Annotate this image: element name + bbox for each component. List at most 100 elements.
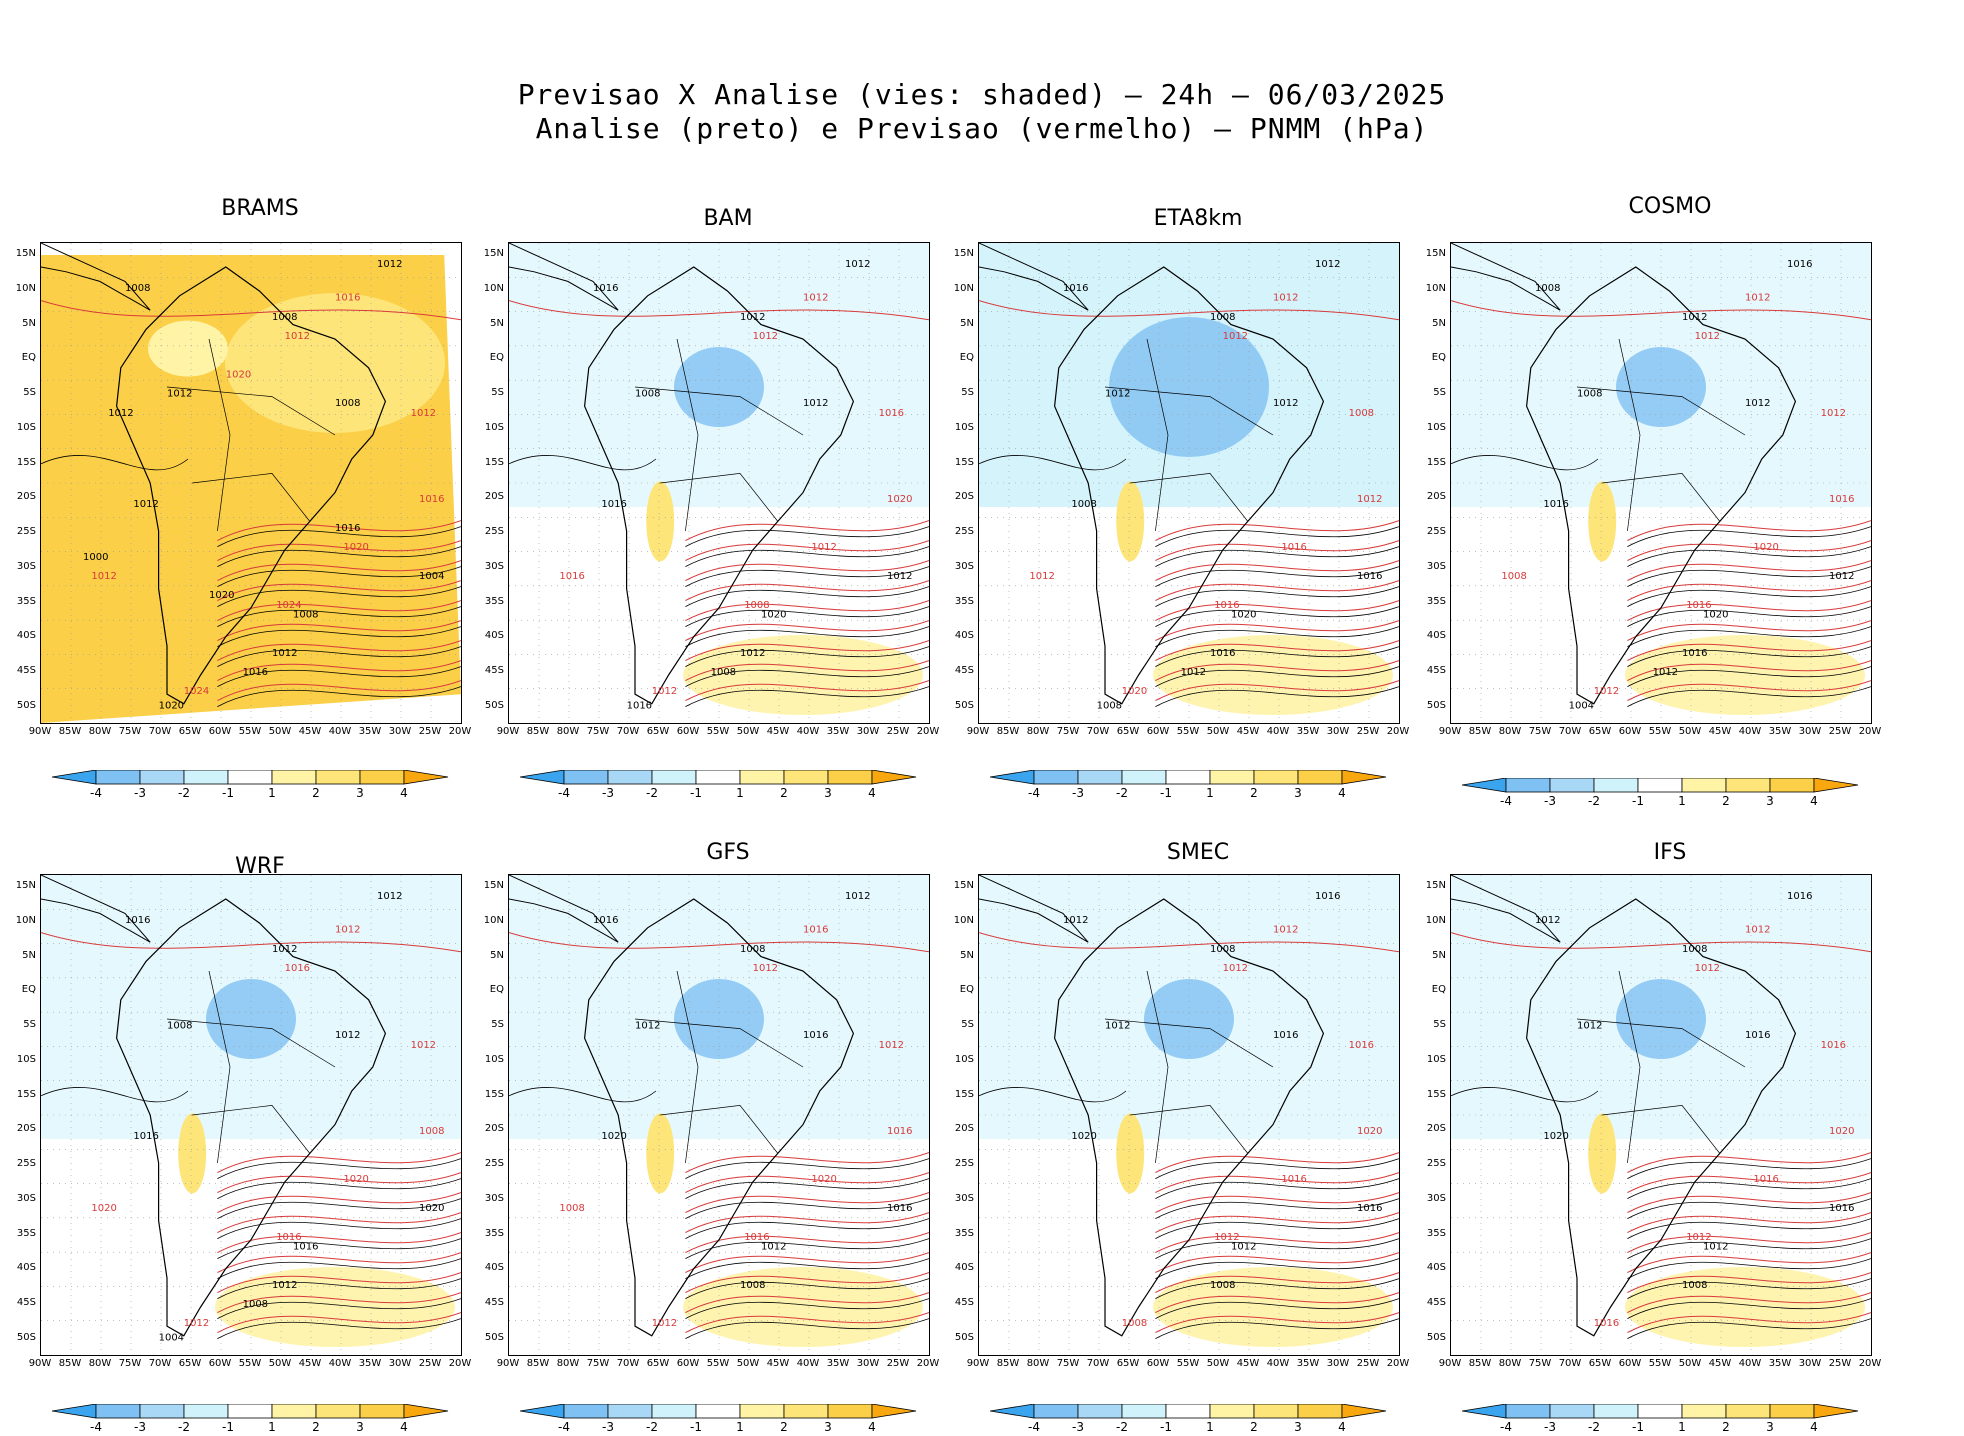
forecast-contour-label: 1016 xyxy=(803,925,828,936)
colorbar-segment xyxy=(1549,778,1595,793)
analysis-isobar xyxy=(1451,1087,1599,1103)
lat-tick-label: 5S xyxy=(491,1019,504,1031)
bias-shading xyxy=(646,1113,675,1194)
lat-tick-label: 15S xyxy=(954,1088,974,1100)
lat-tick-label: 35S xyxy=(16,1227,36,1239)
forecast-contour-label: 1020 xyxy=(343,1174,368,1185)
lat-tick-label: 40S xyxy=(484,1262,504,1274)
central-america-coastline xyxy=(509,243,619,311)
analysis-isobar xyxy=(217,1298,461,1319)
analysis-contour-label: 1016 xyxy=(335,523,360,534)
lat-tick-label: EQ xyxy=(1431,984,1446,996)
analysis-isobar xyxy=(1627,546,1871,567)
colorbar-segment xyxy=(403,770,449,785)
analysis-contour-label: 1016 xyxy=(133,1131,158,1142)
analysis-contour-label: 1020 xyxy=(1543,1131,1568,1142)
colorbar xyxy=(990,1404,1387,1419)
colorbar-segment xyxy=(227,770,273,785)
forecast-isobar xyxy=(1627,1252,1871,1274)
analysis-contour-label: 1012 xyxy=(377,891,402,902)
forecast-contour-label: 1012 xyxy=(652,686,677,697)
forecast-isobar xyxy=(685,1292,929,1314)
analysis-isobar xyxy=(1627,1298,1871,1319)
colorbar-label: 3 xyxy=(356,1420,364,1434)
forecast-isobar xyxy=(1155,680,1399,702)
lon-tick-label: 65W xyxy=(178,1358,202,1369)
lon-tick-label: 65W xyxy=(1588,726,1612,737)
map-gfs: 1012 1016 1008 1012 1016 1020 1016 1012 1008 1016… xyxy=(508,874,930,1356)
lat-tick-label: 15N xyxy=(953,248,974,259)
forecast-isobar xyxy=(1155,1252,1399,1274)
lat-tick-label: 25S xyxy=(1426,1158,1446,1170)
forecast-isobar xyxy=(217,680,461,702)
lon-tick-label: 75W xyxy=(1528,726,1552,737)
lon-tick-label: 55W xyxy=(706,1358,730,1369)
analysis-contour-label: 1012 xyxy=(635,1021,660,1032)
forecast-contour-label: 1020 xyxy=(887,494,912,505)
analysis-contour-label: 1020 xyxy=(419,1203,444,1214)
forecast-isobar xyxy=(217,1252,461,1274)
forecast-isobar xyxy=(1627,660,1871,682)
colorbar-segment xyxy=(1297,1404,1343,1419)
forecast-contour-label: 1024 xyxy=(276,600,301,611)
colorbar-label: 3 xyxy=(824,786,832,800)
lat-tick-label: 40S xyxy=(954,1262,974,1274)
colorbar-label: -1 xyxy=(1160,786,1172,800)
analysis-isobar xyxy=(217,526,461,547)
colorbar-segment xyxy=(1505,1404,1551,1419)
analysis-contour-label: 1012 xyxy=(272,1280,297,1291)
bias-shading xyxy=(1153,635,1393,715)
lon-tick-label: 80W xyxy=(1026,726,1050,737)
lat-tick-label: 30S xyxy=(954,560,974,572)
lat-tick-label: EQ xyxy=(21,352,36,364)
lat-tick-label: 50S xyxy=(1426,700,1446,711)
lat-tick-label: 15S xyxy=(484,456,504,468)
colorbar-segment xyxy=(1593,1404,1639,1419)
colorbar-label: 2 xyxy=(780,786,788,800)
lat-tick-label: 5N xyxy=(22,949,36,961)
central-america-coastline xyxy=(979,243,1089,311)
lon-tick-label: 80W xyxy=(556,726,580,737)
forecast-isobar xyxy=(685,660,929,682)
lat-tick-label: 5S xyxy=(961,1019,974,1031)
forecast-contour-label: 1012 xyxy=(411,408,436,419)
lat-tick-label: 30S xyxy=(954,1192,974,1204)
forecast-isobar xyxy=(1627,620,1871,642)
colorbar-segment xyxy=(1769,778,1815,793)
colorbar-label: -1 xyxy=(690,786,702,800)
lon-tick-label: 40W xyxy=(1266,726,1290,737)
colorbar-segment xyxy=(1121,1404,1167,1419)
colorbar xyxy=(1462,778,1859,793)
lon-tick-label: 90W xyxy=(1438,726,1462,737)
forecast-isobar xyxy=(685,560,929,582)
forecast-isobar xyxy=(217,1272,461,1294)
colorbar-segment xyxy=(183,770,229,785)
forecast-isobar xyxy=(41,932,461,953)
forecast-isobar xyxy=(685,1312,929,1334)
analysis-isobar xyxy=(685,1218,929,1239)
lon-tick-label: 90W xyxy=(966,1358,990,1369)
colorbar-segment xyxy=(1121,770,1167,785)
lat-tick-label: 50S xyxy=(484,700,504,711)
lon-tick-label: 55W xyxy=(1176,726,1200,737)
lon-tick-label: 80W xyxy=(1498,1358,1522,1369)
analysis-isobar xyxy=(1627,1218,1871,1239)
lon-tick-label: 70W xyxy=(1558,1358,1582,1369)
colorbar-segment xyxy=(783,770,829,785)
lat-tick-label: 10S xyxy=(484,1053,504,1065)
lat-tick-label: 50S xyxy=(484,1332,504,1343)
forecast-isobar xyxy=(1627,1212,1871,1234)
analysis-isobar xyxy=(217,1198,461,1219)
colorbar-segment xyxy=(1593,778,1639,793)
lat-tick-label: 10S xyxy=(16,421,36,433)
country-border xyxy=(660,473,779,522)
colorbar xyxy=(1462,1404,1859,1419)
analysis-contour-label: 1008 xyxy=(1071,499,1096,510)
lon-tick-label: 30W xyxy=(856,1358,880,1369)
colorbar-segment xyxy=(139,1404,185,1419)
lat-tick-label: 30S xyxy=(16,560,36,572)
analysis-isobar xyxy=(1155,686,1399,707)
lon-tick-label: 75W xyxy=(1528,1358,1552,1369)
analysis-isobar xyxy=(1627,1258,1871,1279)
lat-tick-label: 5N xyxy=(960,949,974,961)
